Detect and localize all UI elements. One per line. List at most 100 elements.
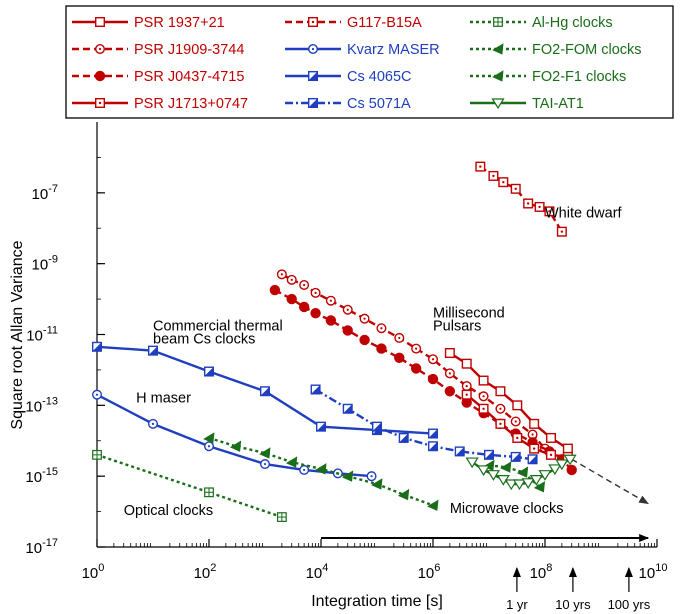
data-point	[286, 293, 297, 305]
annotation-text: beam Cs clocks	[153, 332, 255, 348]
data-point	[394, 332, 405, 343]
series-tai-at1	[465, 454, 577, 491]
y-tick-label: 10-7	[32, 183, 58, 203]
annotation-text: Pulsars	[433, 318, 481, 334]
series-line	[96, 453, 283, 519]
x-tick-label: 102	[194, 562, 217, 582]
data-point	[563, 454, 577, 466]
data-point	[454, 446, 465, 457]
y-axis-label: Square root Allan Variance	[9, 240, 26, 429]
time-marker-label: 1 yr	[506, 597, 528, 612]
x-ticks: 100 102 104 106 108 1010	[82, 539, 667, 582]
data-point	[562, 443, 573, 454]
legend-label: PSR J1713+0747	[134, 96, 248, 112]
data-point	[556, 226, 567, 237]
annotation-text: Commercial thermal	[153, 318, 283, 334]
data-point	[342, 403, 353, 414]
data-point	[527, 454, 538, 465]
series-group	[91, 161, 577, 522]
data-point	[298, 301, 310, 313]
data-point	[428, 354, 439, 365]
data-point	[371, 478, 383, 490]
series-line	[96, 393, 372, 478]
data-point	[341, 470, 354, 482]
legend-entry: PSR J0437-4715	[72, 69, 244, 85]
data-point	[398, 432, 409, 443]
x-axis-label: Integration time [s]	[311, 593, 443, 610]
data-point	[315, 463, 327, 475]
data-point	[444, 348, 455, 359]
series-al-hg-clocks	[92, 449, 287, 522]
legend-label: G117-B15A	[347, 15, 422, 31]
data-point	[516, 466, 529, 478]
data-point	[310, 384, 321, 395]
data-point	[465, 457, 479, 469]
data-point	[523, 198, 534, 209]
data-point	[475, 161, 486, 172]
data-point	[427, 373, 439, 385]
data-point	[521, 478, 535, 489]
plot-area: 100 102 104 106 108 1010 10-17 10-15 10-13 10-11…	[25, 122, 667, 612]
data-point	[484, 449, 495, 460]
legend-label: Cs 4065C	[347, 69, 411, 85]
data-point	[310, 287, 321, 298]
data-point	[316, 421, 327, 432]
data-point	[461, 358, 472, 369]
legend-marker	[492, 70, 504, 82]
time-marker-label: 10 yrs	[555, 597, 591, 612]
data-point	[147, 345, 158, 356]
annotation-text: Millisecond	[433, 306, 505, 322]
legend-entry: Cs 4065C	[285, 69, 411, 85]
legend: PSR 1937+21 PSR J1909-3744 PSR J0437-4715 P…	[65, 5, 674, 119]
data-point	[91, 341, 102, 352]
data-point	[495, 403, 506, 414]
legend-items: PSR 1937+21 PSR J1909-3744 PSR J0437-4715 P…	[72, 15, 642, 112]
data-point	[276, 269, 287, 280]
x-tick-label: 106	[418, 562, 441, 582]
data-point	[204, 487, 214, 498]
data-point	[260, 386, 271, 397]
data-point	[566, 464, 577, 476]
annotation-text: Microwave clocks	[450, 501, 564, 517]
data-point	[260, 459, 271, 470]
legend-marker	[308, 70, 319, 81]
data-point	[504, 479, 518, 491]
legend-marker	[308, 17, 319, 28]
legend-entry: PSR 1937+21	[72, 15, 225, 31]
data-point	[269, 284, 281, 296]
data-point	[342, 304, 353, 315]
series-psr-j1909-3744	[276, 269, 551, 454]
y-tick-label: 10-17	[25, 537, 58, 557]
data-point	[495, 386, 506, 397]
legend-label: FO2-F1 clocks	[532, 69, 626, 85]
data-point	[325, 295, 336, 306]
data-point	[310, 307, 321, 319]
data-point	[478, 375, 489, 386]
data-point	[276, 512, 287, 522]
legend-label: Al-Hg clocks	[532, 15, 613, 31]
data-point	[91, 389, 102, 400]
x-tick-label: 100	[82, 562, 105, 582]
data-point	[372, 421, 383, 432]
data-point	[376, 323, 387, 334]
series-cs-5071a	[310, 384, 538, 465]
data-point	[544, 206, 555, 217]
y-tick-label: 10-9	[32, 254, 58, 274]
data-point	[461, 381, 472, 392]
legend-marker	[94, 70, 106, 82]
data-point	[510, 183, 521, 194]
data-point	[555, 459, 569, 471]
data-point	[428, 428, 439, 439]
legend-label: FO2-FOM clocks	[532, 42, 642, 58]
legend-marker	[491, 98, 505, 110]
data-point	[510, 451, 521, 462]
annotation-text: Optical clocks	[124, 503, 213, 519]
data-point	[410, 363, 422, 374]
data-point	[229, 440, 242, 452]
legend-label: PSR 1937+21	[134, 15, 225, 31]
x-tick-label: 108	[530, 562, 553, 582]
data-point	[486, 470, 501, 481]
data-point	[529, 443, 540, 454]
data-point	[203, 432, 215, 444]
legend-entry: FO2-F1 clocks	[470, 69, 626, 85]
